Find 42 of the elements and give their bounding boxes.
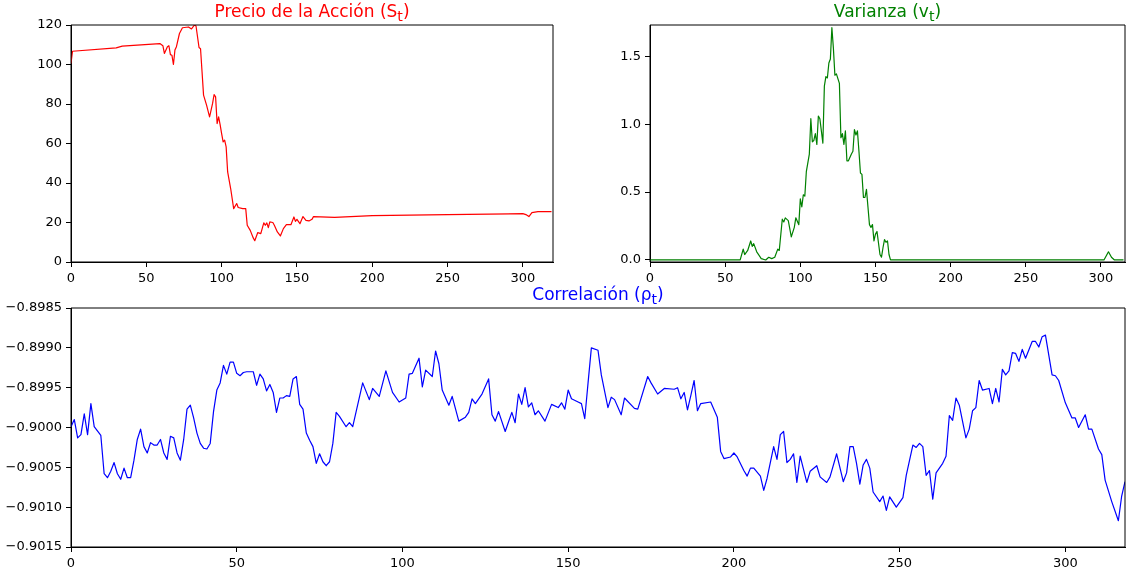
y-tick-label: −0.9000 [5,418,62,434]
x-tick-label: 0 [645,270,655,286]
y-tick-label: −0.9005 [5,458,62,474]
y-tick-label: 20 [45,213,62,229]
x-tick-label: 200 [721,555,747,571]
x-tick-label: 250 [887,555,913,571]
y-tick-label: −0.8985 [5,299,62,315]
y-tick-label: 1.0 [620,115,641,131]
x-tick-label: 50 [716,270,734,286]
x-tick-label: 250 [435,270,460,286]
y-tick-label: −0.9015 [5,538,62,554]
x-tick-label: 200 [938,270,964,286]
x-tick-label: 300 [510,270,536,286]
x-tick-label: 150 [284,270,310,286]
x-tick-label: 50 [228,555,245,571]
x-tick-label: 100 [390,555,415,571]
y-tick-label: 0 [53,253,62,269]
y-tick-label: 100 [37,55,62,71]
x-tick-label: 50 [138,270,155,286]
y-tick-label: −0.8995 [5,379,62,395]
chart-title: Varianza (v$_{t}$) [832,0,943,25]
y-tick-label: 40 [45,174,62,190]
x-tick-label: 0 [66,555,76,571]
y-tick-label: 0.5 [620,183,641,199]
y-tick-label: −0.8990 [5,339,62,355]
x-tick-label: 0 [66,270,76,286]
x-tick-label: 100 [787,270,813,286]
x-tick-label: 150 [555,555,581,571]
x-tick-label: 200 [359,270,385,286]
y-tick-label: 120 [37,16,62,32]
y-tick-label: −0.9010 [5,498,62,514]
y-tick-label: 80 [45,95,62,111]
x-tick-label: 100 [209,270,235,286]
chart-title: Correlación (ρ$_{t}$) [532,284,664,308]
chart-title: Precio de la Acción (S$_{t}$) [213,0,411,25]
x-tick-label: 300 [1088,270,1114,286]
y-tick-label: 1.5 [620,47,641,63]
y-tick-label: 60 [45,134,62,150]
x-tick-label: 150 [863,270,888,286]
y-tick-label: 0.0 [620,251,641,267]
x-tick-label: 300 [1052,555,1078,571]
x-tick-label: 250 [1013,270,1039,286]
